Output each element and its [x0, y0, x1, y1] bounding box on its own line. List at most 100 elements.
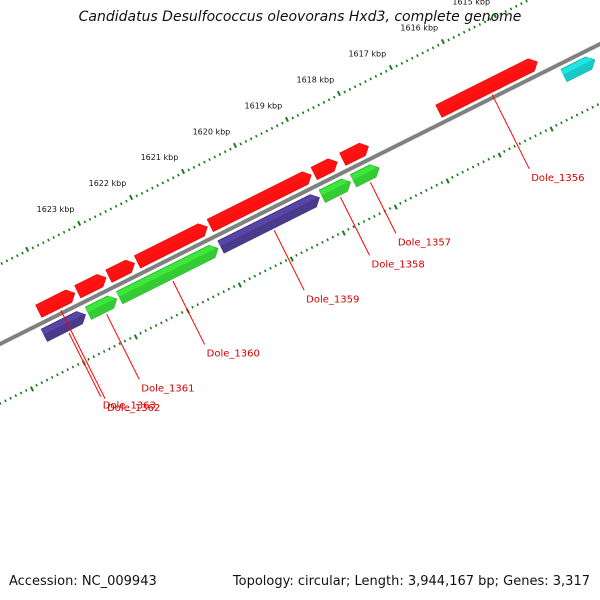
gene-Dole_1357	[349, 164, 380, 188]
inner-minor-tick	[315, 243, 319, 247]
ruler-minor-tick	[462, 30, 466, 34]
ruler-minor-tick	[208, 158, 211, 162]
inner-minor-tick	[35, 383, 38, 387]
inner-minor-tick	[419, 191, 423, 195]
ruler-label: 1620 kbp	[193, 127, 231, 136]
ruler-minor-tick	[468, 28, 471, 32]
ruler-minor-tick	[166, 178, 170, 182]
inner-minor-tick	[97, 352, 101, 356]
ruler-label: 1621 kbp	[141, 153, 179, 162]
inner-minor-tick	[274, 264, 277, 268]
ruler-minor-tick	[47, 238, 50, 242]
inner-minor-tick	[191, 305, 194, 309]
inner-minor-tick	[0, 401, 2, 405]
inner-minor-tick	[50, 375, 54, 379]
gene-red-d	[133, 223, 208, 269]
inner-minor-tick	[409, 196, 413, 200]
inner-minor-tick	[539, 131, 542, 135]
ruler-minor-tick	[416, 54, 419, 58]
inner-minor-tick	[336, 233, 340, 237]
inner-minor-tick	[253, 274, 257, 278]
ruler-minor-tick	[499, 12, 502, 16]
ruler-minor-tick	[447, 38, 450, 42]
inner-major-tick	[445, 178, 450, 184]
ruler-major-tick	[25, 246, 30, 253]
inner-minor-tick	[388, 207, 392, 211]
ruler-minor-tick	[52, 236, 55, 239]
inner-minor-tick	[201, 300, 205, 304]
ruler-minor-tick	[218, 152, 222, 156]
ruler-minor-tick	[369, 77, 372, 81]
inner-minor-tick	[227, 287, 231, 291]
inner-minor-tick	[378, 212, 381, 216]
inner-minor-tick	[258, 272, 262, 275]
label-leader	[369, 182, 397, 234]
inner-minor-tick	[352, 225, 355, 229]
ruler-minor-tick	[192, 165, 196, 169]
inner-minor-tick	[362, 220, 366, 224]
ruler-minor-tick	[57, 233, 61, 237]
inner-minor-tick	[425, 188, 428, 192]
inner-minor-tick	[492, 155, 496, 159]
inner-minor-tick	[300, 251, 303, 255]
label-leader	[106, 313, 140, 380]
inner-minor-tick	[367, 217, 371, 221]
ruler-minor-tick	[374, 74, 378, 78]
ruler-minor-tick	[436, 43, 440, 47]
gene-label: Dole_1361	[141, 383, 194, 394]
ruler-major-tick	[388, 64, 393, 71]
inner-minor-tick	[373, 214, 376, 218]
ruler-minor-tick	[16, 254, 19, 258]
inner-minor-tick	[430, 186, 433, 190]
ruler-minor-tick	[275, 124, 279, 128]
inner-minor-tick	[24, 388, 28, 392]
inner-minor-tick	[40, 381, 44, 385]
inner-minor-tick	[456, 173, 459, 177]
inner-minor-tick	[87, 357, 90, 361]
ruler-minor-tick	[260, 132, 263, 136]
inner-major-tick	[29, 386, 34, 392]
label-leader	[273, 230, 305, 291]
inner-minor-tick	[118, 342, 122, 346]
ruler-minor-tick	[525, 0, 528, 3]
ruler-minor-tick	[426, 48, 430, 52]
inner-major-tick	[133, 334, 138, 340]
ruler-minor-tick	[379, 72, 383, 76]
inner-minor-tick	[180, 311, 184, 314]
inner-minor-tick	[295, 253, 298, 257]
ruler-minor-tick	[421, 51, 424, 55]
inner-minor-tick	[575, 113, 579, 117]
ruler-minor-tick	[125, 199, 128, 203]
gene-red-f	[74, 274, 107, 299]
inner-minor-tick	[321, 240, 324, 244]
ruler-minor-tick	[119, 202, 123, 206]
inner-minor-tick	[71, 365, 75, 369]
gene-labels: Dole_1356 Dole_1357 Dole_1358 Dole_1359 Dole…	[60, 94, 584, 414]
inner-minor-tick	[435, 183, 439, 187]
ruler-minor-tick	[171, 176, 175, 180]
inner-minor-tick	[586, 108, 589, 112]
ruler-minor-tick	[156, 184, 159, 188]
inner-minor-tick	[19, 391, 23, 395]
ruler-minor-tick	[104, 210, 107, 213]
inner-minor-tick	[108, 347, 111, 351]
ruler-minor-tick	[62, 230, 66, 234]
gene-Dole_1356	[435, 58, 538, 118]
inner-minor-tick	[508, 147, 511, 151]
ruler-major-tick	[232, 142, 238, 149]
inner-minor-tick	[357, 222, 361, 226]
ruler-minor-tick	[187, 168, 191, 172]
ruler-minor-tick	[333, 95, 336, 99]
gene-Dole_1362	[35, 289, 76, 318]
inner-minor-tick	[243, 279, 246, 283]
label-leader	[491, 94, 530, 170]
ruler-minor-tick	[483, 20, 487, 24]
ruler-minor-tick	[473, 25, 476, 29]
inner-minor-tick	[347, 227, 350, 231]
inner-minor-tick	[326, 238, 329, 242]
ruler-minor-tick	[431, 46, 435, 50]
ruler-minor-tick	[244, 139, 248, 143]
inner-minor-tick	[160, 321, 163, 325]
